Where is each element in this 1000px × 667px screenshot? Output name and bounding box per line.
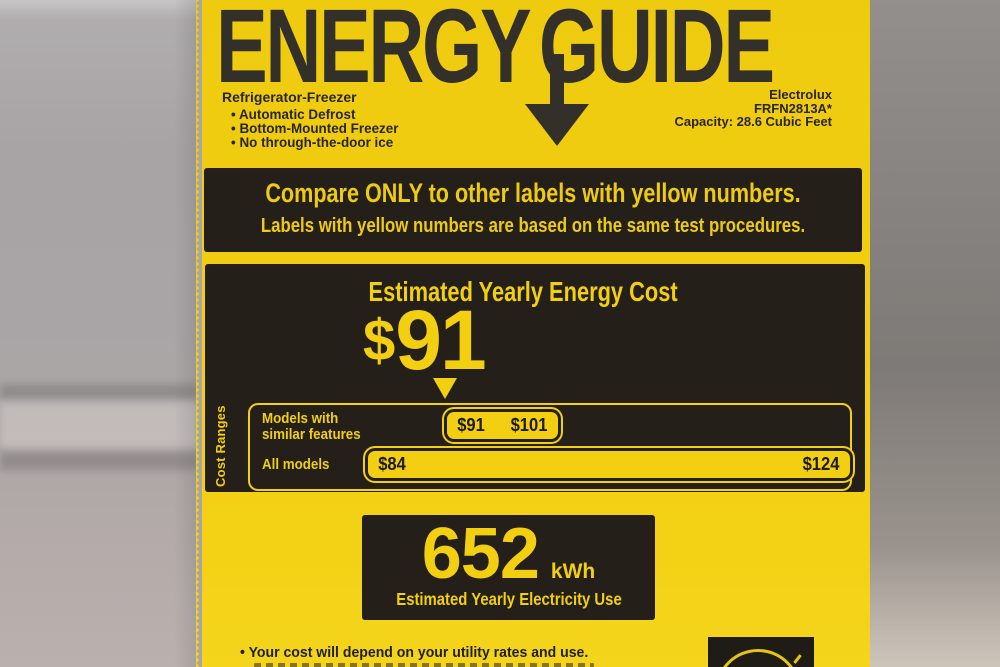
product-feature: • No through-the-door ice	[231, 134, 394, 150]
energy-star-arc-icon	[715, 649, 801, 667]
manufacturer-info: Electrolux FRFN2813A* Capacity: 28.6 Cub…	[675, 88, 833, 129]
capacity: Capacity: 28.6 Cubic Feet	[674, 114, 833, 129]
footnote-partial-clipped	[254, 663, 594, 667]
all-models-range-max: $124	[802, 454, 840, 474]
similar-range-min: $91	[457, 415, 485, 435]
surface-reflection-band	[0, 384, 200, 399]
all-models-range-min: $84	[378, 454, 406, 474]
electricity-use-panel: 652 kWh Estimated Yearly Electricity Use	[362, 515, 655, 620]
kwh-unit: kWh	[550, 560, 596, 583]
product-category: Refrigerator-Freezer	[222, 89, 357, 105]
cost-value: 91	[395, 293, 486, 387]
electricity-caption: Estimated Yearly Electricity Use	[395, 589, 622, 609]
energy-star-logo	[708, 637, 814, 667]
brand-name: Electrolux	[769, 87, 832, 102]
similar-models-label-line1: Models with	[262, 411, 339, 427]
product-description: Refrigerator-Freezer • Automatic Defrost…	[222, 90, 405, 149]
similar-models-range-bar: $91 $101	[447, 412, 558, 439]
all-models-range-bar: $84 $124	[368, 451, 850, 478]
label-perforated-edge	[196, 0, 202, 667]
yearly-cost-amount: $ 91	[363, 293, 487, 387]
all-models-label: All models	[262, 457, 330, 473]
title-word-energy: ENERGY	[216, 0, 532, 105]
electricity-amount: 652 kWh	[362, 514, 655, 594]
surface-reflection-band	[0, 452, 200, 470]
compare-notice-line1: Compare ONLY to other labels with yellow…	[265, 178, 801, 208]
energyguide-label: ENERGY GUIDE Refrigerator-Freezer • Auto…	[196, 0, 870, 667]
appliance-surface-left	[0, 0, 200, 667]
down-arrow-icon	[525, 104, 589, 146]
cost-ranges-box: Models with similar features $91 $101 Al…	[248, 403, 852, 491]
down-arrow-icon	[550, 54, 564, 108]
energyguide-title: ENERGY GUIDE	[216, 0, 775, 107]
yearly-energy-cost-panel: Estimated Yearly Energy Cost $ 91 Cost R…	[205, 264, 865, 492]
similar-models-label-line2: similar features	[262, 427, 361, 443]
model-number: FRFN2813A*	[753, 100, 832, 116]
footnote: • Your cost will depend on your utility …	[240, 645, 589, 661]
currency-symbol: $	[363, 308, 396, 373]
compare-notice-line2: Labels with yellow numbers are based on …	[260, 215, 806, 237]
similar-range-max: $101	[510, 415, 548, 435]
range-pointer-icon	[433, 378, 457, 399]
compare-notice-banner: Compare ONLY to other labels with yellow…	[204, 168, 862, 252]
yearly-cost-heading: Estimated Yearly Energy Cost	[368, 276, 678, 307]
energy-star-spark-icon	[793, 654, 802, 664]
product-feature: • Automatic Defrost	[231, 106, 356, 122]
kwh-value: 652	[421, 514, 540, 594]
appliance-surface-right	[866, 0, 1000, 667]
surface-reflection-band	[0, 402, 200, 448]
cost-ranges-axis-label: Cost Ranges	[213, 405, 228, 487]
title-word-guide: GUIDE	[538, 0, 775, 105]
product-feature: • Bottom-Mounted Freezer	[231, 120, 399, 136]
